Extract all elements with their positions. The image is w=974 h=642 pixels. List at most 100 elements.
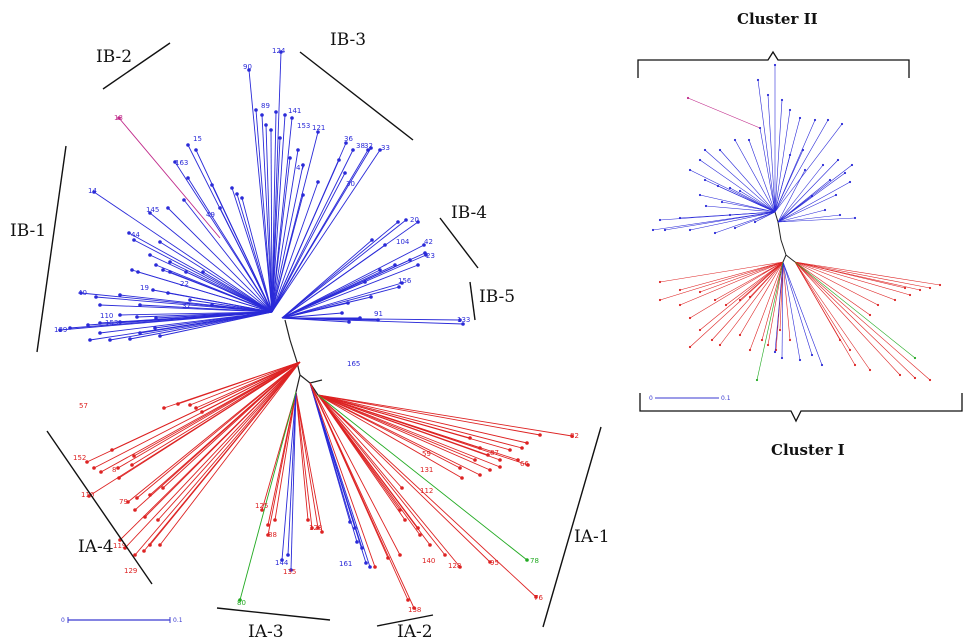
tip-node bbox=[99, 470, 103, 474]
tip-label-red: 76 bbox=[534, 594, 543, 602]
tip-node bbox=[286, 553, 290, 557]
tip-node bbox=[118, 293, 122, 297]
tip-node bbox=[161, 486, 165, 490]
tip-node bbox=[158, 543, 162, 547]
inset-tip-node bbox=[908, 293, 912, 297]
tip-node bbox=[173, 160, 177, 164]
inset-tip-node bbox=[698, 193, 702, 197]
cluster-i-brace bbox=[639, 393, 963, 423]
tip-node bbox=[126, 500, 130, 504]
tree-branch bbox=[317, 394, 471, 439]
inset-tip-node bbox=[821, 163, 825, 167]
tip-node bbox=[264, 123, 268, 127]
tree-branch bbox=[231, 187, 273, 313]
inset-tip-node bbox=[826, 118, 830, 122]
tree-branch bbox=[281, 317, 461, 321]
tip-label-green: 80 bbox=[237, 599, 246, 607]
tip-node bbox=[370, 238, 374, 242]
inset-tip-node bbox=[753, 220, 757, 224]
tip-node bbox=[310, 526, 314, 530]
tip-node bbox=[368, 565, 372, 569]
tip-label-blue: 23 bbox=[426, 252, 435, 260]
tip-label-blue: 19 bbox=[140, 284, 149, 292]
main-scale-bar: 0 0.1 bbox=[61, 617, 183, 624]
inset-tip-node bbox=[658, 218, 662, 222]
tree-branch bbox=[187, 177, 273, 313]
tree-branch bbox=[309, 382, 415, 609]
inset-branch bbox=[652, 211, 776, 231]
tip-node bbox=[247, 68, 251, 72]
inset-tip-node bbox=[918, 288, 922, 292]
inset-tip-node bbox=[810, 353, 814, 357]
tree-branch bbox=[211, 304, 273, 313]
tip-node bbox=[340, 311, 344, 315]
inset-tip-node bbox=[686, 96, 690, 100]
tip-label-red: 131 bbox=[420, 466, 433, 474]
tip-node bbox=[210, 183, 214, 187]
inset-tip-node bbox=[938, 283, 942, 287]
tip-node bbox=[343, 171, 347, 175]
tip-label-blue: 22 bbox=[180, 280, 189, 288]
inset-branch bbox=[767, 261, 784, 346]
ia1-label: IA-1 bbox=[574, 527, 610, 547]
ia3-label: IA-3 bbox=[248, 622, 284, 642]
tip-node bbox=[406, 598, 410, 602]
tip-node bbox=[458, 318, 462, 322]
inset-tip-node bbox=[780, 98, 784, 102]
inset-backbone bbox=[785, 254, 796, 263]
inset-tip-node bbox=[898, 373, 902, 377]
tip-node bbox=[260, 113, 264, 117]
inset-branch bbox=[717, 185, 776, 213]
tip-node bbox=[378, 268, 382, 272]
inset-tip-node bbox=[848, 348, 852, 352]
tip-label-green: 78 bbox=[530, 557, 539, 565]
tree-branch bbox=[281, 312, 343, 319]
tip-node bbox=[79, 291, 83, 295]
tip-node bbox=[400, 486, 404, 490]
tree-branch bbox=[271, 157, 291, 313]
inset-branch bbox=[659, 261, 784, 283]
inset-branch bbox=[754, 211, 776, 223]
tip-node bbox=[168, 260, 172, 264]
tip-node bbox=[162, 406, 166, 410]
tip-label-red: 128 bbox=[448, 562, 461, 570]
tip-node bbox=[301, 193, 305, 197]
tip-node bbox=[364, 561, 368, 565]
tip-node bbox=[398, 553, 402, 557]
inset-branch bbox=[704, 149, 776, 213]
tip-label-blue: 161 bbox=[339, 560, 352, 568]
tree-branch bbox=[177, 361, 301, 405]
tree-branch bbox=[118, 117, 221, 239]
tip-node bbox=[274, 110, 278, 114]
tree-branch bbox=[119, 361, 301, 541]
tip-label-blue: 37 bbox=[182, 302, 191, 310]
tip-node bbox=[235, 192, 239, 196]
tip-node bbox=[127, 231, 131, 235]
inset-tip-node bbox=[688, 345, 692, 349]
tip-label-blue: 121 bbox=[312, 124, 325, 132]
tree-branch bbox=[129, 311, 273, 340]
tip-label-blue: 89 bbox=[261, 102, 270, 110]
tip-node bbox=[498, 458, 502, 462]
tree-branch bbox=[271, 159, 340, 313]
tip-node bbox=[488, 468, 492, 472]
tip-label-red: 129 bbox=[124, 567, 137, 575]
tip-node bbox=[498, 465, 502, 469]
tree-branch bbox=[185, 271, 273, 313]
tree-branch bbox=[255, 109, 273, 313]
inset-tip-node bbox=[716, 184, 720, 188]
tip-node bbox=[85, 460, 89, 464]
tip-node bbox=[194, 148, 198, 152]
inset-tip-node bbox=[738, 189, 742, 193]
tip-node bbox=[154, 316, 158, 320]
inset-tip-node bbox=[698, 328, 702, 332]
inset-backbone bbox=[780, 239, 787, 256]
tip-label-blue: 20 bbox=[410, 216, 419, 224]
inset-branch bbox=[774, 154, 791, 213]
tip-node bbox=[283, 113, 287, 117]
tip-label-blue: 163 bbox=[175, 159, 188, 167]
tree-branch bbox=[317, 394, 537, 598]
tree-branch bbox=[309, 382, 371, 568]
ib1-label: IB-1 bbox=[10, 221, 46, 241]
tip-label-red: 88 bbox=[268, 531, 277, 539]
